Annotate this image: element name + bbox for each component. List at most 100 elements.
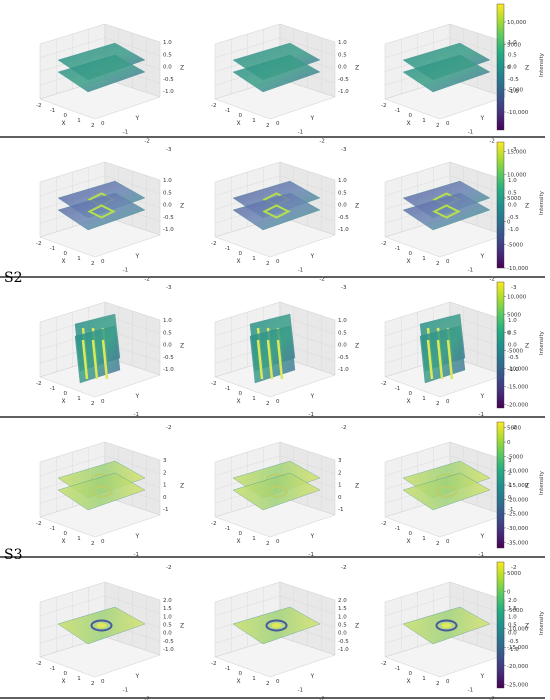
x-tick-label: -1 [50,246,55,252]
x-tick-label: 0 [239,391,243,397]
surface-plane [232,472,321,511]
z-tick-label: 0.0 [163,203,172,209]
x-tick-label: -2 [381,241,386,247]
colorbar-tick-label: -20,000 [507,497,529,503]
y-axis-label: Y [310,393,315,400]
y-tick-label: -2 [489,696,494,700]
z-tick-label: -0.5 [338,639,349,645]
colorbar-tick-label: -15,000 [507,645,529,651]
z-tick-label: 1.0 [163,318,172,324]
y-tick-label: 0 [101,259,105,265]
surface-plane [57,472,146,511]
y-tick-label: -1 [309,552,314,558]
z-tick-label: 0.5 [338,52,347,58]
z-tick-label: 2 [163,470,167,476]
x-tick-label: 1 [252,396,256,402]
colorbar-label: Intensity [539,330,545,355]
stripe-feature [446,339,454,380]
colorbar-tick-label: -10,000 [507,110,529,116]
x-tick-label: 1 [77,396,81,402]
colorbar-tick-label: 10,000 [507,20,527,26]
y-tick-label: 0 [276,121,280,127]
x-axis-label: X [237,398,241,405]
y-tick-label: -1 [309,412,314,418]
x-tick-label: 0 [64,671,68,677]
z-tick-label: 0.0 [508,343,517,349]
x-tick-label: -2 [36,103,41,109]
x-tick-label: 1 [422,396,426,402]
z-tick-label: 0.5 [163,623,172,629]
colorbar-tick-label: 5000 [507,43,521,49]
z-tick-label: 1 [163,483,167,489]
x-tick-label: -1 [50,386,55,392]
grid-line [384,609,451,630]
y-tick-label: -2 [144,138,149,144]
y-tick-label: -3 [166,147,172,153]
y-axis-label: Y [310,115,315,122]
x-tick-label: 2 [436,681,440,687]
z-tick-label: 0.0 [338,631,347,637]
colorbar-tick-label: 5000 [507,571,521,577]
x-tick-label: 0 [409,671,413,677]
z-tick-label: -0.5 [163,355,174,361]
z-tick-label: 2 [508,470,512,476]
colorbar-tick-label: 0 [507,440,511,446]
x-tick-label: -1 [395,386,400,392]
z-tick-label: -0.5 [508,355,519,361]
z-tick-label: 1.0 [163,40,172,46]
colorbar [496,3,505,131]
colorbar-tick-label: 0 [507,65,511,71]
x-axis-label: X [237,538,241,545]
x-tick-label: -2 [381,381,386,387]
y-tick-label: -2 [511,565,516,571]
stripe-feature [91,339,99,380]
x-axis-label: X [407,398,411,405]
x-tick-label: 1 [252,256,256,262]
z-axis-label: Z [525,623,529,630]
x-axis-label: X [237,258,241,265]
z-tick-label: -1.0 [163,647,174,653]
z-axis-label: Z [355,65,359,72]
z-tick-label: 1.0 [338,614,347,620]
x-tick-label: 1 [252,118,256,124]
x-tick-label: 2 [436,541,440,547]
y-axis-label: Y [480,115,485,122]
x-tick-label: 0 [409,531,413,537]
z-tick-label: 1 [508,483,512,489]
x-axis-label: X [237,120,241,127]
y-tick-label: 0 [101,679,105,685]
x-tick-label: -2 [36,661,41,667]
y-tick-label: -3 [341,285,347,291]
colorbar-tick-label: -5000 [507,348,523,354]
x-tick-label: -1 [225,666,230,672]
z-tick-label: 1.0 [338,178,347,184]
colorbar-tick-label: -10,000 [507,469,529,475]
x-tick-label: -1 [225,386,230,392]
colorbar-tick-label: -15,000 [507,483,529,489]
x-tick-label: -1 [50,108,55,114]
colorbar-tick-label: -10,000 [507,627,529,633]
x-axis-label: X [407,538,411,545]
y-tick-label: -3 [341,147,347,153]
colorbar-tick-label: 15,000 [507,149,527,155]
x-tick-label: 2 [91,261,95,267]
z-tick-label: 1.0 [163,614,172,620]
y-tick-label: -1 [134,412,139,418]
colorbar-tick-label: -10,000 [507,366,529,372]
y-tick-label: -2 [144,696,149,700]
x-tick-label: -2 [381,521,386,527]
colorbar-label: Intensity [539,52,545,77]
z-tick-label: -1.0 [163,227,174,233]
z-axis-label: Z [355,483,359,490]
z-tick-label: 0.5 [163,52,172,58]
colorbar-tick-label: 5000 [507,196,521,202]
y-axis-label: Y [310,673,315,680]
colorbar-tick-label: -10,000 [507,266,529,272]
colorbar-tick-label: 5000 [507,426,521,432]
z-tick-label: -1 [163,507,168,513]
z-axis-label: Z [525,483,529,490]
